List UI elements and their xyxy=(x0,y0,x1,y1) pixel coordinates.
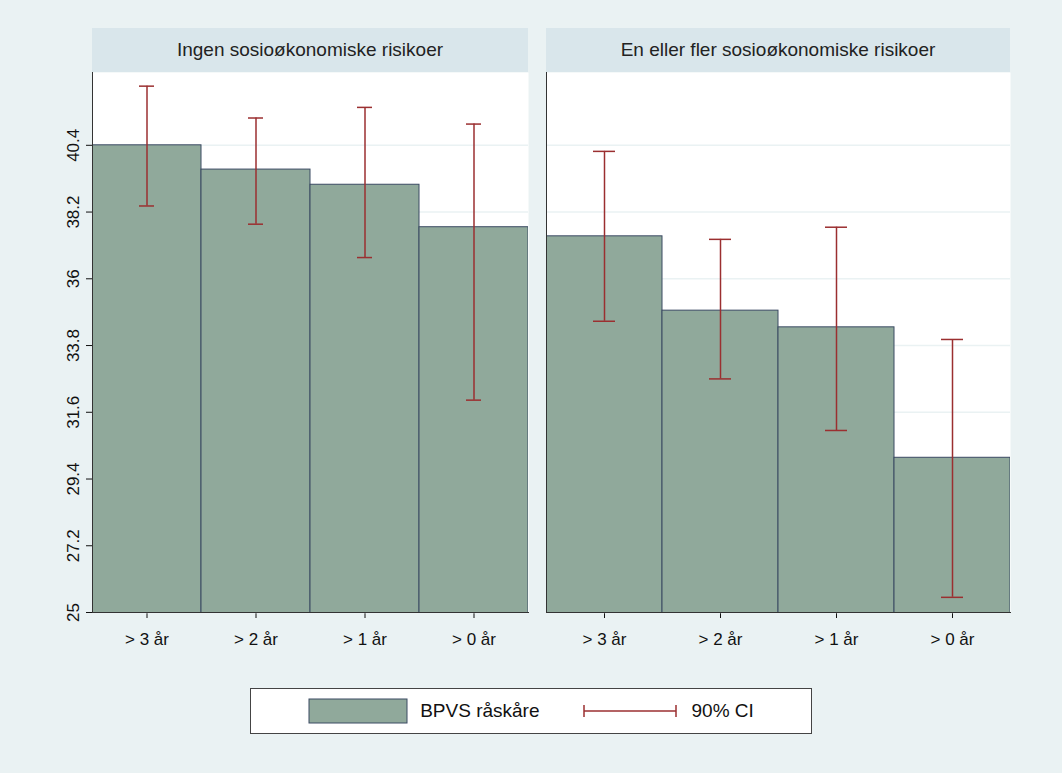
svg-text:> 1 år: > 1 år xyxy=(815,630,859,649)
svg-text:31.6: 31.6 xyxy=(64,396,83,429)
html-text:En eller fler sosioøkonomiske: En eller fler sosioøkonomiske risikoer xyxy=(620,39,936,60)
svg-text:25: 25 xyxy=(64,603,83,622)
svg-text:36: 36 xyxy=(64,269,83,288)
svg-text:> 3 år: > 3 år xyxy=(125,630,169,649)
svg-text:38.2: 38.2 xyxy=(64,196,83,229)
html-text:90% CI: 90% CI xyxy=(691,700,754,721)
html-text:BPVS råskåre: BPVS råskåre xyxy=(420,700,540,721)
svg-text:> 2 år: > 2 år xyxy=(699,630,743,649)
svg-text:> 0 år: > 0 år xyxy=(931,630,975,649)
svg-text:> 1 år: > 1 år xyxy=(343,630,387,649)
svg-text:40.4: 40.4 xyxy=(64,129,83,162)
svg-text:29.4: 29.4 xyxy=(64,462,83,495)
svg-text:33.8: 33.8 xyxy=(64,329,83,362)
svg-text:> 0 år: > 0 år xyxy=(452,630,496,649)
svg-text:> 3 år: > 3 år xyxy=(583,630,627,649)
html-text:Ingen sosioøkonomiske risikoer: Ingen sosioøkonomiske risikoer xyxy=(176,39,444,60)
svg-text:27.2: 27.2 xyxy=(64,529,83,562)
svg-text:> 2 år: > 2 år xyxy=(234,630,278,649)
